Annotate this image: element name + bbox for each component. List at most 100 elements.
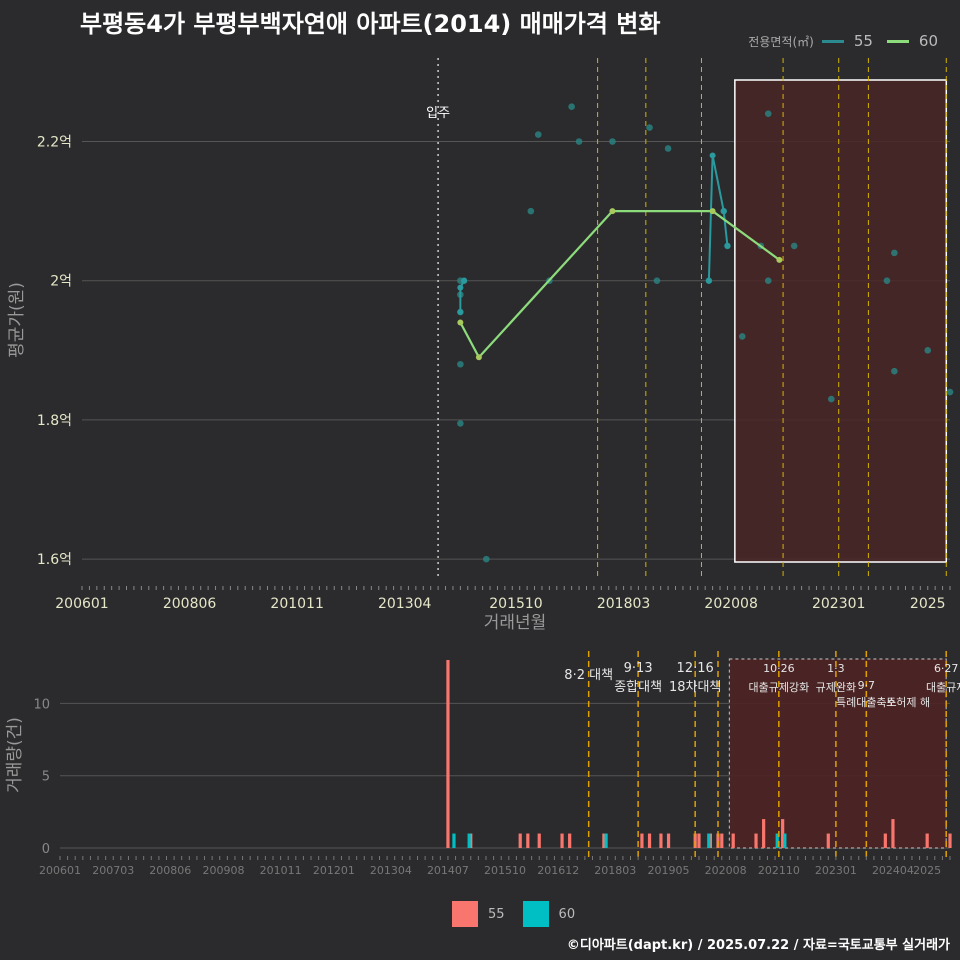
- top-x-tick-label: 200601: [55, 596, 108, 612]
- series-60-line-point: [709, 208, 716, 215]
- series-55-line-point: [457, 284, 464, 291]
- bottom-y-tick-label: 10: [33, 697, 50, 712]
- bottom-shaded-period: [728, 658, 947, 849]
- bar-55: [826, 833, 830, 848]
- series-55-line-point: [705, 277, 712, 284]
- bottom-x-tick-label: 201011: [260, 864, 302, 877]
- bar-55: [526, 833, 530, 848]
- series-55-line-point: [461, 277, 468, 284]
- bottom-x-tick-label: 202301: [815, 864, 857, 877]
- bar-55: [754, 833, 758, 848]
- policy-label: 1·3: [827, 662, 845, 675]
- policy-label-desc: 특례대출축소: [836, 696, 897, 709]
- bottom-x-tick-label: 202110: [758, 864, 800, 877]
- series-55-point: [738, 333, 746, 340]
- series-55-point: [891, 367, 898, 375]
- bar-55: [731, 833, 735, 848]
- series-55-point: [883, 277, 891, 285]
- series-60-line-point: [475, 354, 482, 361]
- series-55-point: [527, 207, 535, 215]
- bottom-x-tick-label: 201201: [313, 864, 355, 877]
- top-y-tick-label: 1.8억: [37, 413, 72, 429]
- series-55-point: [568, 103, 575, 111]
- legend-bottom-60-swatch: [522, 901, 549, 927]
- series-55-point: [646, 124, 653, 131]
- bar-55: [446, 660, 450, 848]
- series-60-line-point: [776, 256, 783, 263]
- series-55-point: [764, 110, 772, 117]
- series-55-point: [609, 138, 616, 145]
- bottom-x-tick-label: 201905: [648, 864, 690, 877]
- bar-55: [537, 833, 541, 848]
- series-55-line-point: [457, 309, 464, 316]
- bar-55: [716, 833, 720, 848]
- top-x-tick-label: 201304: [378, 596, 432, 612]
- chart-title: 부평동4가 부평부백자연애 아파트(2014) 매매가격 변화: [80, 10, 661, 38]
- bar-60: [783, 833, 787, 848]
- bar-55: [602, 833, 606, 848]
- series-55-point: [764, 277, 772, 285]
- series-55-point: [891, 249, 898, 257]
- top-x-tick-label: 202008: [704, 596, 757, 612]
- policy-label: 9·7: [858, 679, 876, 692]
- legend-bottom-60-label: 60: [558, 906, 576, 922]
- bar-55: [560, 833, 564, 848]
- bar-55: [891, 819, 895, 848]
- series-55-point: [827, 395, 835, 403]
- bar-55: [647, 833, 652, 848]
- top-y-axis-title: 평균가(원): [7, 282, 27, 358]
- top-y-tick-label: 1.6억: [37, 552, 72, 568]
- legend-60-label: 60: [918, 32, 938, 50]
- bar-60: [775, 833, 779, 848]
- bottom-x-tick-label: 201304: [370, 864, 412, 877]
- top-y-tick-label: 2억: [50, 274, 72, 290]
- bar-55: [640, 833, 644, 848]
- bottom-x-tick-label: 201510: [484, 864, 526, 877]
- series-55-line-point: [709, 152, 716, 159]
- bar-55: [948, 833, 952, 848]
- bottom-x-tick-label: 202404: [872, 864, 914, 877]
- legend-55-label: 55: [853, 32, 873, 50]
- bar-55: [925, 833, 929, 848]
- series-55-line-point: [720, 208, 727, 215]
- legend-bottom: 55 60: [452, 900, 593, 928]
- bottom-y-axis-title: 거래량(건): [5, 717, 25, 793]
- top-x-tick-label: 201011: [270, 596, 323, 612]
- series-55-point: [534, 131, 542, 138]
- bottom-x-tick-label: 200908: [203, 864, 245, 877]
- series-55-point: [575, 138, 583, 145]
- top-y-tick-label: 2.2억: [37, 135, 72, 151]
- bar-55: [720, 833, 724, 848]
- legend-bottom-55-swatch: [452, 901, 478, 927]
- extra-policy-label: 토허제 해: [886, 695, 930, 709]
- bar-60: [707, 833, 711, 848]
- policy-label-desc: 규제완화: [816, 681, 856, 694]
- legend-60-swatch: [886, 39, 909, 43]
- bar-55: [708, 833, 712, 848]
- series-55-point: [664, 145, 672, 152]
- bar-55: [659, 833, 663, 848]
- top-x-axis-title: 거래년월: [484, 613, 547, 633]
- bar-55: [518, 833, 522, 848]
- bottom-x-tick-label: 201407: [427, 864, 469, 877]
- series-60-line-point: [457, 319, 464, 326]
- series-55-point: [790, 242, 798, 250]
- source-caption: ©디아파트(dapt.kr) / 2025.07.22 / 자료=국토교통부 실…: [566, 938, 950, 953]
- bar-55: [883, 833, 887, 848]
- series-55-point: [483, 555, 490, 563]
- bar-60: [604, 833, 608, 848]
- bar-55: [781, 819, 785, 848]
- bar-55: [469, 833, 473, 848]
- policy-label: 8·2 대책: [564, 668, 613, 683]
- policy-label-desc: 대출규제강화: [748, 681, 809, 694]
- bottom-x-tick-label: 201612: [537, 864, 579, 877]
- bar-55: [568, 833, 572, 848]
- top-x-tick-label: 200806: [163, 596, 217, 612]
- series-55-point: [924, 347, 932, 354]
- top-shaded-period: [734, 79, 948, 563]
- series-55-point: [457, 420, 464, 427]
- policy-label-desc: 18차대책: [669, 680, 721, 695]
- bar-55: [762, 819, 766, 848]
- bottom-y-tick-label: 5: [42, 770, 50, 785]
- series-55-line: [707, 155, 729, 281]
